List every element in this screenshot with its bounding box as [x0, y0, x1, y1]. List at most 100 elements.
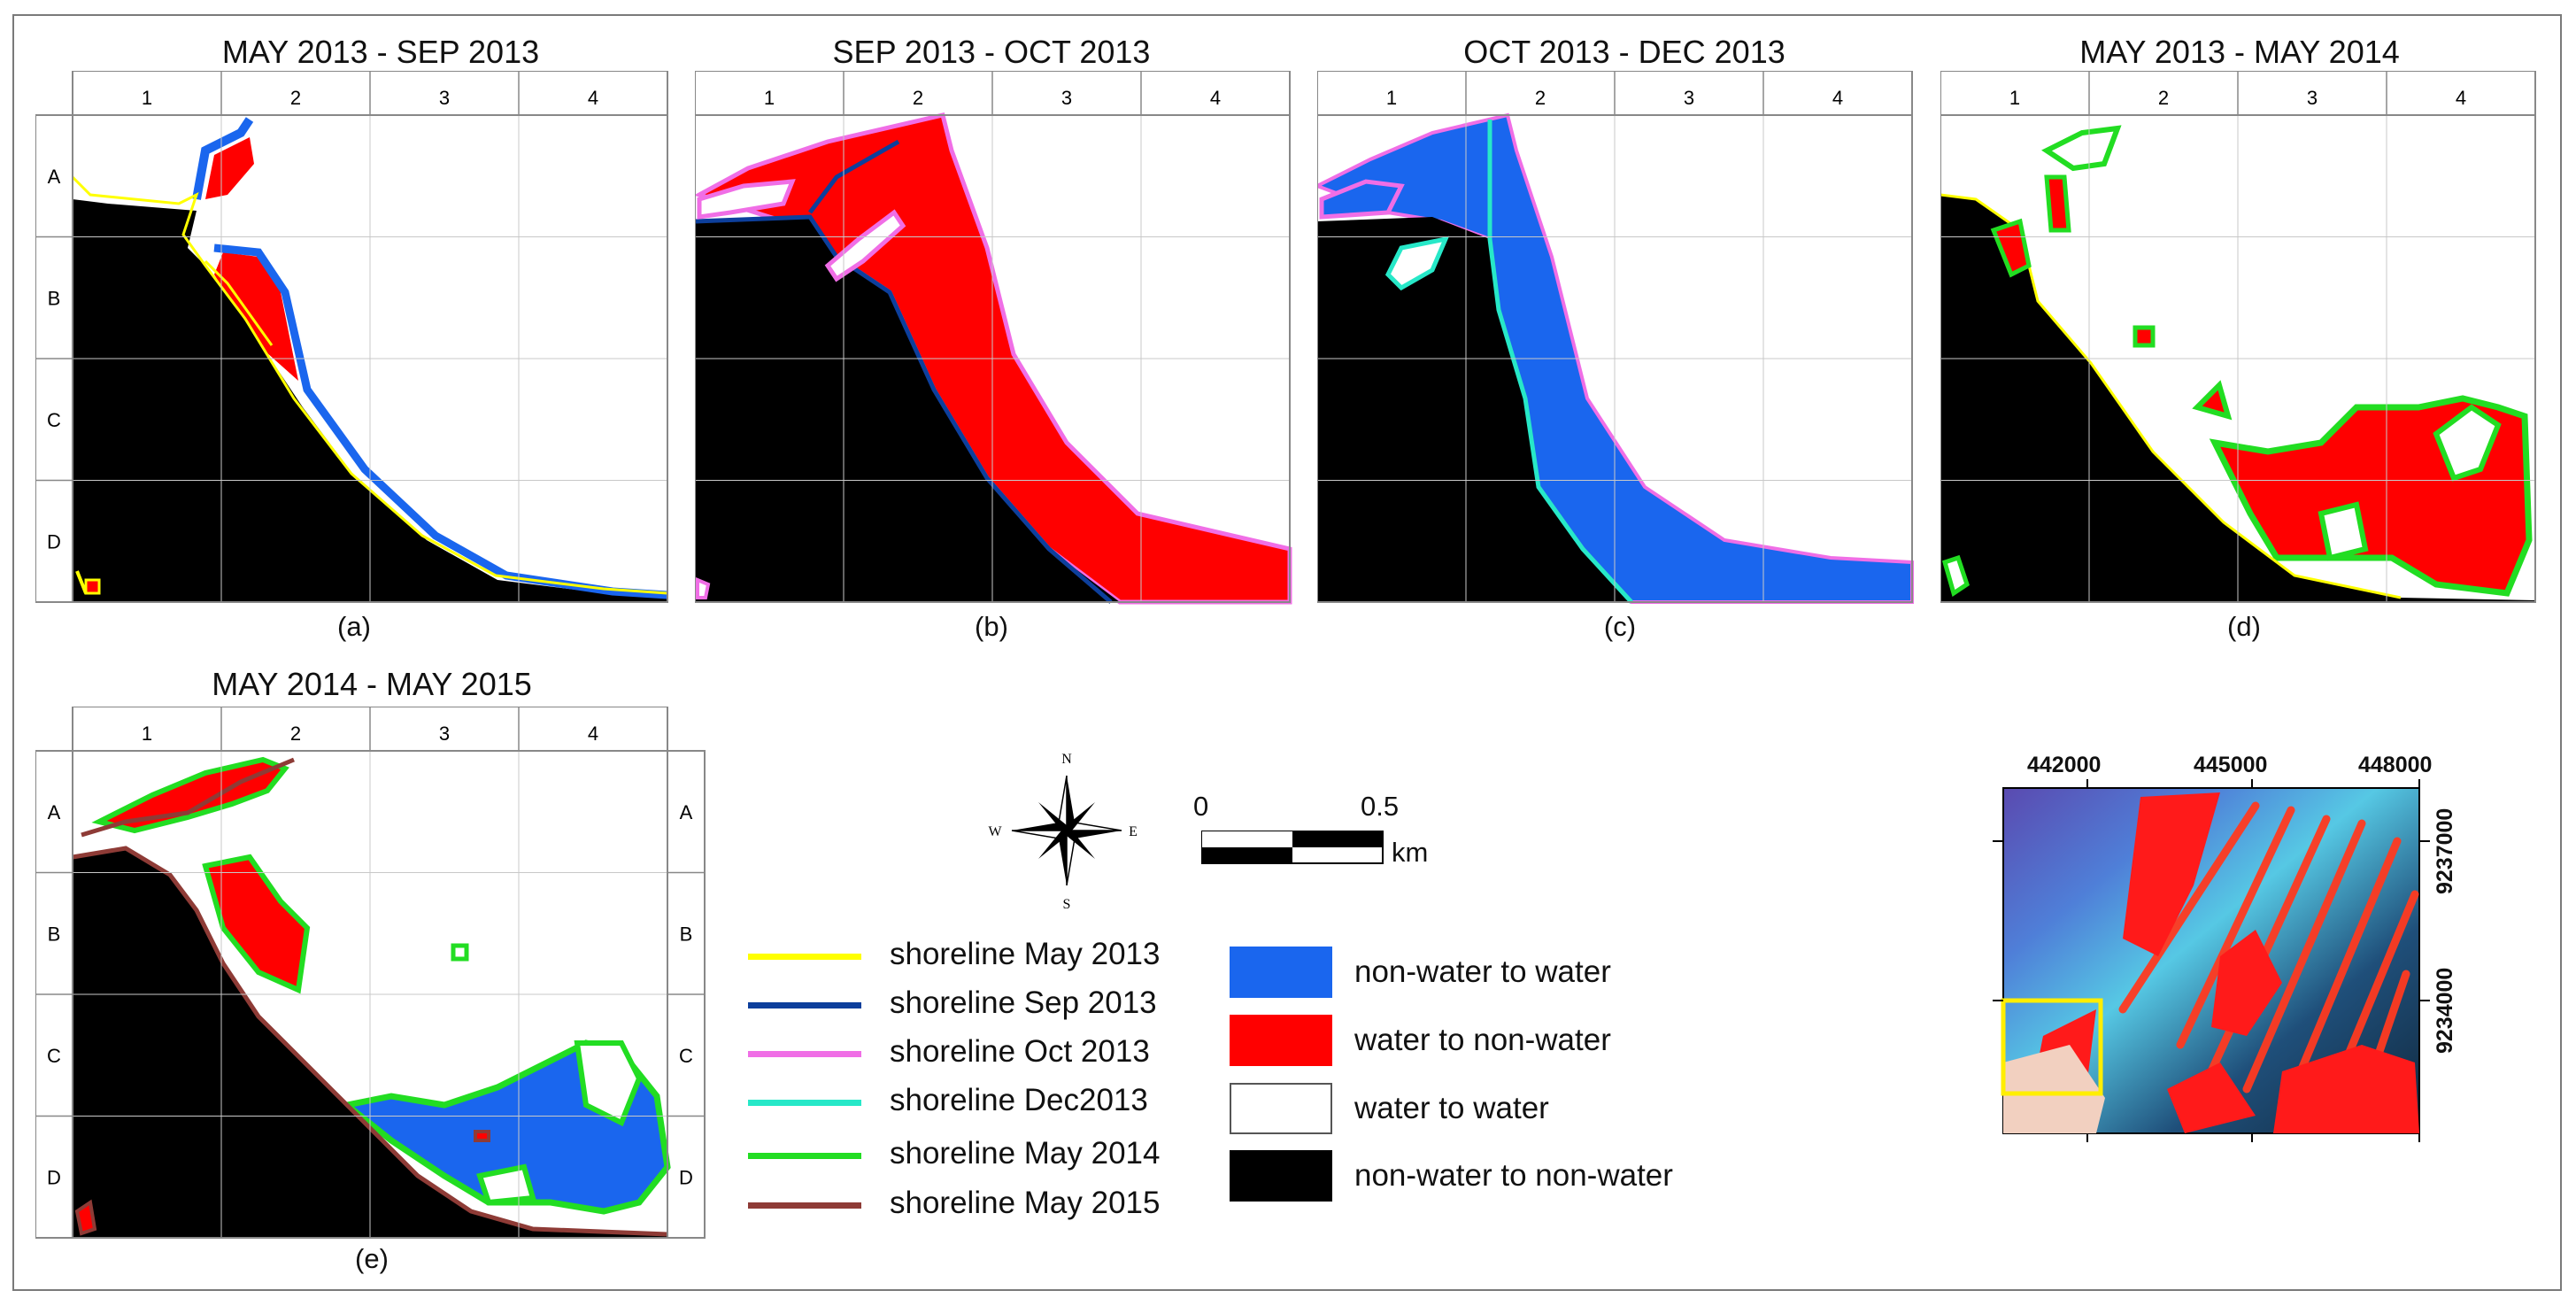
panel-a-map: 1 2 3 4 A B C D — [35, 71, 668, 603]
legend-swatch-water-to-non-water — [1230, 1015, 1332, 1066]
inset-y-tick-1: 9237000 — [2433, 808, 2457, 894]
column-label: 4 — [1832, 87, 1843, 109]
north-arrow-icon: N S E W — [988, 752, 1137, 910]
legend-label-dec2013: shoreline Dec2013 — [890, 1083, 1148, 1117]
column-label: 1 — [764, 87, 775, 109]
change-patch — [2192, 380, 2233, 421]
scale-unit-label: km — [1392, 837, 1429, 868]
column-label: 2 — [290, 87, 301, 109]
panel-e-label: (e) — [355, 1243, 389, 1274]
row-label: C — [47, 409, 61, 431]
change-patch — [84, 578, 101, 595]
water-patch — [824, 209, 906, 282]
panel-a-title: MAY 2013 - SEP 2013 — [221, 34, 540, 70]
legend-line-may2014 — [748, 1153, 861, 1159]
row-label: D — [47, 530, 61, 553]
legend-swatch-non-water-to-water — [1230, 947, 1332, 998]
change-patch — [2133, 325, 2156, 348]
column-label: 3 — [439, 723, 450, 745]
shoreline-may2013 — [1940, 193, 2402, 599]
legend-class-non-water-to-water: non-water to water — [1354, 954, 1611, 989]
scale-bar — [1201, 831, 1384, 864]
row-label-right: C — [679, 1045, 693, 1067]
panel-d-label: (d) — [2227, 611, 2261, 642]
column-label: 1 — [1386, 87, 1397, 109]
map-border — [72, 750, 668, 1239]
column-label: 2 — [913, 87, 923, 109]
row-label-right: B — [680, 923, 693, 945]
legend-label-sep2013: shoreline Sep 2013 — [890, 985, 1157, 1020]
column-label: 3 — [1061, 87, 1072, 109]
water-patch — [476, 1163, 536, 1206]
water-patch — [1384, 236, 1450, 291]
column-label: 2 — [2158, 87, 2169, 109]
compass-w-label: W — [988, 824, 1002, 839]
shoreline-may2015 — [72, 846, 668, 1237]
legend-line-may2015 — [748, 1202, 861, 1209]
map-border — [1317, 114, 1913, 603]
legend-line-may2013 — [748, 954, 861, 960]
legend-class-water-to-non-water: water to non-water — [1354, 1023, 1611, 1057]
panel-c-title: OCT 2013 - DEC 2013 — [1463, 34, 1785, 70]
land-area — [695, 217, 1120, 602]
column-label: 3 — [439, 87, 450, 109]
row-label-right: D — [679, 1166, 693, 1188]
inset-y-tick-2: 9234000 — [2433, 967, 2457, 1054]
inset-x-tick-3: 448000 — [2358, 753, 2433, 777]
water-patch — [451, 943, 469, 962]
column-label: 1 — [142, 87, 152, 109]
legend-swatch-water-to-water — [1230, 1083, 1332, 1134]
compass-s-label: S — [1063, 897, 1071, 910]
map-border — [1940, 114, 2536, 603]
scale-zero-label: 0 — [1193, 791, 1209, 822]
column-label: 4 — [1210, 87, 1221, 109]
row-label: B — [48, 287, 61, 309]
legend-label-may2013: shoreline May 2013 — [890, 937, 1161, 971]
change-patch — [2044, 174, 2071, 233]
change-patch — [202, 854, 311, 994]
change-patch — [205, 137, 254, 199]
water-patch — [697, 179, 796, 220]
panel-b-title: SEP 2013 - OCT 2013 — [832, 34, 1151, 70]
map-border — [72, 114, 668, 603]
row-label-right: A — [680, 801, 693, 823]
row-label: D — [47, 1166, 61, 1188]
compass-n-label: N — [1061, 752, 1072, 767]
legend-swatch-non-water-to-non-water — [1230, 1150, 1332, 1202]
column-label: 3 — [1684, 87, 1694, 109]
inset-satellite-map — [1993, 779, 2430, 1142]
inset-study-area-box — [2001, 998, 2103, 1096]
land-area — [1317, 217, 1631, 602]
shoreline-may2013 — [71, 175, 668, 595]
panel-c-label: (c) — [1603, 611, 1637, 642]
water-patch — [696, 577, 711, 599]
legend-line-dec2013 — [748, 1100, 861, 1106]
panel-a-label: (a) — [337, 611, 371, 642]
legend-class-non-water-to-non-water: non-water to non-water — [1354, 1158, 1673, 1193]
row-label: B — [48, 923, 61, 945]
row-label: A — [48, 801, 61, 823]
shoreline-may2015 — [81, 757, 295, 838]
legend-line-oct2013 — [748, 1051, 861, 1057]
shoreline-sep2013 — [695, 214, 1113, 604]
scale-max-label: 0.5 — [1361, 791, 1400, 822]
column-label: 4 — [2456, 87, 2466, 109]
panel-e-title: MAY 2014 - MAY 2015 — [212, 666, 532, 702]
change-patch — [214, 252, 298, 381]
legend-label-oct2013: shoreline Oct 2013 — [890, 1034, 1150, 1069]
column-label: 4 — [588, 723, 598, 745]
water-patch — [1941, 554, 1970, 597]
water-patch — [2433, 404, 2502, 482]
panel-d-title: MAY 2013 - MAY 2014 — [2079, 34, 2400, 70]
shoreline-sep2013 — [808, 139, 900, 214]
water-patch — [2041, 125, 2122, 172]
column-label: 4 — [588, 87, 598, 109]
legend-label-may2014: shoreline May 2014 — [890, 1136, 1161, 1171]
inset-x-tick-1: 442000 — [2027, 753, 2102, 777]
column-label: 1 — [142, 723, 152, 745]
map-border — [695, 114, 1291, 603]
change-patch — [91, 756, 289, 834]
column-label: 2 — [1535, 87, 1546, 109]
